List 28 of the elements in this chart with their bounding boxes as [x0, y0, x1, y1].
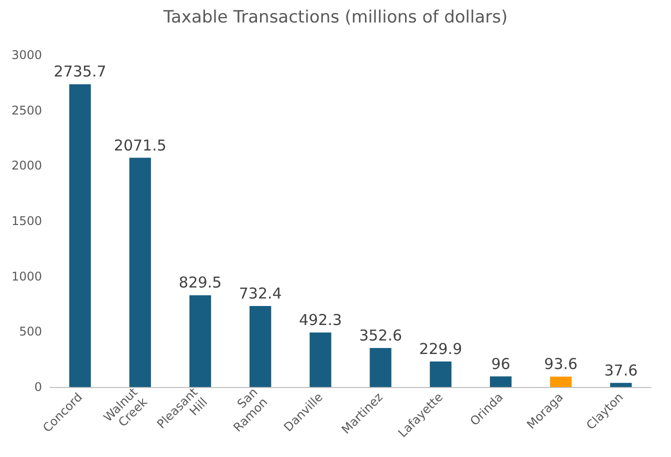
y-tick-label: 1500	[11, 214, 42, 228]
bar	[490, 376, 512, 387]
y-tick-label: 2500	[11, 103, 42, 118]
chart-title: Taxable Transactions (millions of dollars)	[162, 8, 508, 28]
bar	[250, 306, 272, 387]
bar	[370, 348, 392, 387]
y-tick-label: 1000	[11, 269, 42, 284]
bar	[430, 362, 452, 387]
y-tick-label: 0	[34, 380, 42, 394]
bar	[310, 332, 332, 387]
data-label: 93.6	[544, 355, 578, 374]
bar	[189, 295, 212, 387]
y-tick-label: 500	[19, 324, 42, 339]
data-label: 96	[491, 354, 510, 373]
data-label: 37.6	[604, 361, 638, 380]
bar	[550, 376, 572, 387]
data-label: 2735.7	[54, 62, 106, 81]
bar	[69, 84, 91, 387]
bar	[129, 158, 151, 387]
data-label: 229.9	[419, 340, 462, 358]
data-label: 492.3	[298, 311, 342, 330]
data-label: 2071.5	[114, 136, 166, 154]
bar	[610, 382, 632, 387]
data-label: 352.6	[359, 326, 402, 344]
data-label: 829.5	[178, 274, 222, 292]
y-tick-label: 3000	[11, 48, 42, 62]
y-tick-label: 2000	[11, 158, 42, 173]
data-label: 732.4	[238, 284, 282, 302]
